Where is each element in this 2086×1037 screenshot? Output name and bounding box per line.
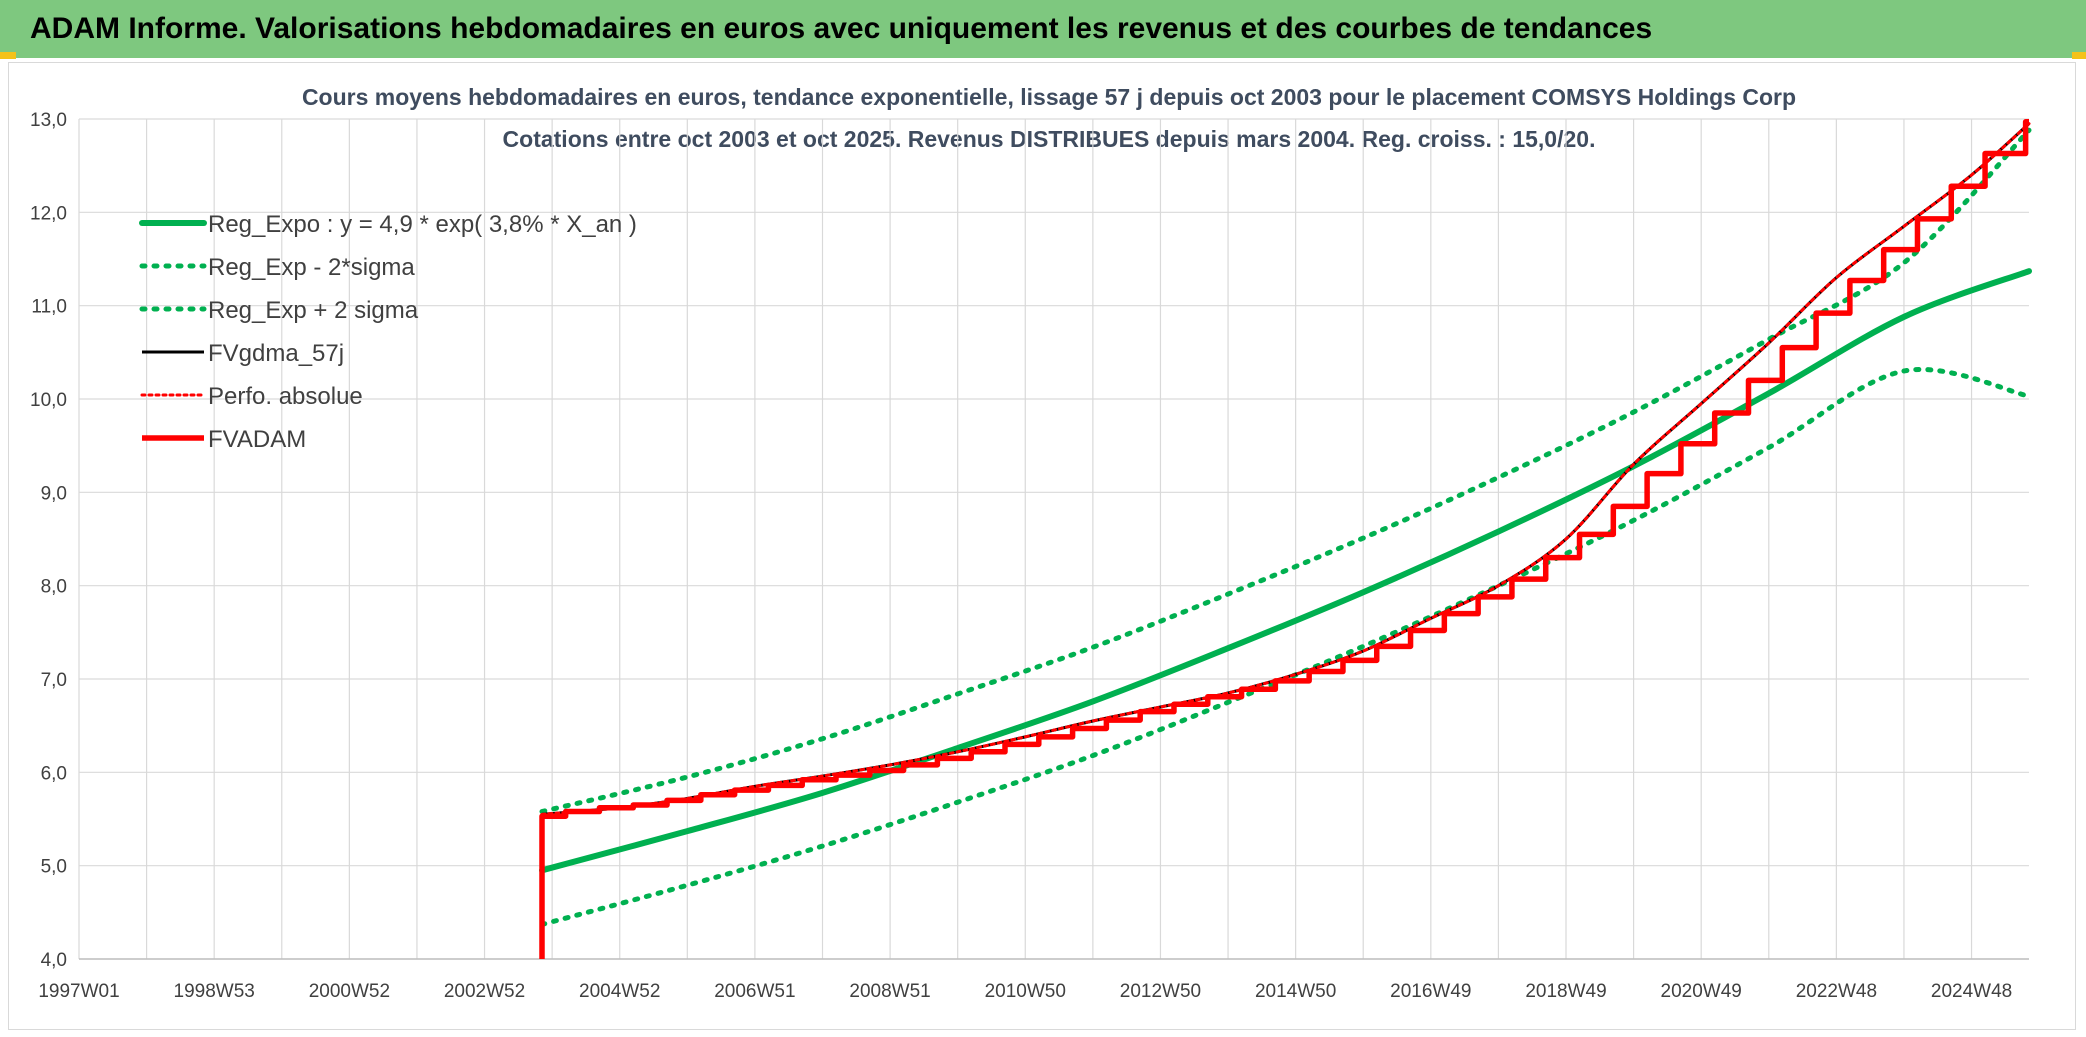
- report-title: ADAM Informe. Valorisations hebdomadaire…: [30, 12, 1653, 45]
- chart-subtitle: Cotations entre oct 2003 et oct 2025. Re…: [503, 126, 1596, 152]
- series-line: [539, 127, 2032, 815]
- x-tick-label: 2012W50: [1120, 981, 1201, 1002]
- axis-layer: 4,0 5,0 6,0 7,0 8,0 9,0 10,0 11,0 12,0 13,0 1997W0…: [30, 110, 2029, 1002]
- chart-title: Cours moyens hebdomadaires en euros, ten…: [302, 84, 1796, 110]
- legend: Reg_Expo : y = 4,9 * exp( 3,8% * X_an ) R…: [139, 211, 637, 453]
- y-tick-label: 7,0: [41, 670, 67, 691]
- x-tick-label: 2016W49: [1390, 981, 1471, 1002]
- series-layer: [538, 119, 2032, 959]
- x-tick-label: 2018W49: [1525, 981, 1606, 1002]
- legend-label: Reg_Exp + 2 sigma: [208, 297, 419, 324]
- corner-mark-right: [2072, 52, 2086, 59]
- legend-label: Perfo. absolue: [208, 383, 363, 410]
- legend-label: FVgdma_57j: [208, 340, 344, 367]
- y-tick-label: 9,0: [41, 483, 67, 504]
- series-line: [538, 268, 2032, 874]
- legend-label: Reg_Expo : y = 4,9 * exp( 3,8% * X_an ): [208, 211, 637, 238]
- y-tick-label: 11,0: [31, 297, 67, 318]
- x-tick-label: 2008W51: [849, 981, 930, 1002]
- series-line: [540, 122, 2031, 816]
- y-tick-label: 12,0: [30, 203, 67, 224]
- report-header: ADAM Informe. Valorisations hebdomadaire…: [0, 0, 2086, 58]
- x-tick-label: 2022W48: [1796, 981, 1877, 1002]
- x-tick-label: 2002W52: [444, 981, 525, 1002]
- x-tick-label: 2006W51: [714, 981, 795, 1002]
- y-tick-label: 13,0: [30, 110, 67, 131]
- y-tick-label: 5,0: [41, 857, 67, 878]
- x-tick-label: 2020W49: [1661, 981, 1742, 1002]
- y-tick-label: 10,0: [30, 390, 67, 411]
- x-tick-label: 1997W01: [38, 981, 119, 1002]
- series-line: [539, 367, 2032, 927]
- legend-label: Reg_Exp - 2*sigma: [208, 254, 415, 281]
- x-tick-label: 1998W53: [174, 981, 255, 1002]
- chart-area: Cours moyens hebdomadaires en euros, ten…: [8, 62, 2076, 1030]
- x-tick-label: 2014W50: [1255, 981, 1336, 1002]
- y-tick-label: 6,0: [41, 763, 67, 784]
- y-tick-label: 8,0: [41, 577, 67, 598]
- x-tick-label: 2000W52: [309, 981, 390, 1002]
- chart-svg: Cours moyens hebdomadaires en euros, ten…: [30, 84, 2032, 1002]
- x-tick-label: 2024W48: [1931, 981, 2012, 1002]
- x-tick-label: 2010W50: [985, 981, 1066, 1002]
- corner-mark-left: [0, 52, 16, 59]
- y-tick-label: 4,0: [41, 950, 67, 971]
- grid-layer: [78, 118, 2029, 960]
- series-line: [539, 119, 2029, 959]
- x-tick-label: 2004W52: [579, 981, 660, 1002]
- series-line: [541, 122, 2030, 816]
- legend-label: FVADAM: [208, 426, 306, 453]
